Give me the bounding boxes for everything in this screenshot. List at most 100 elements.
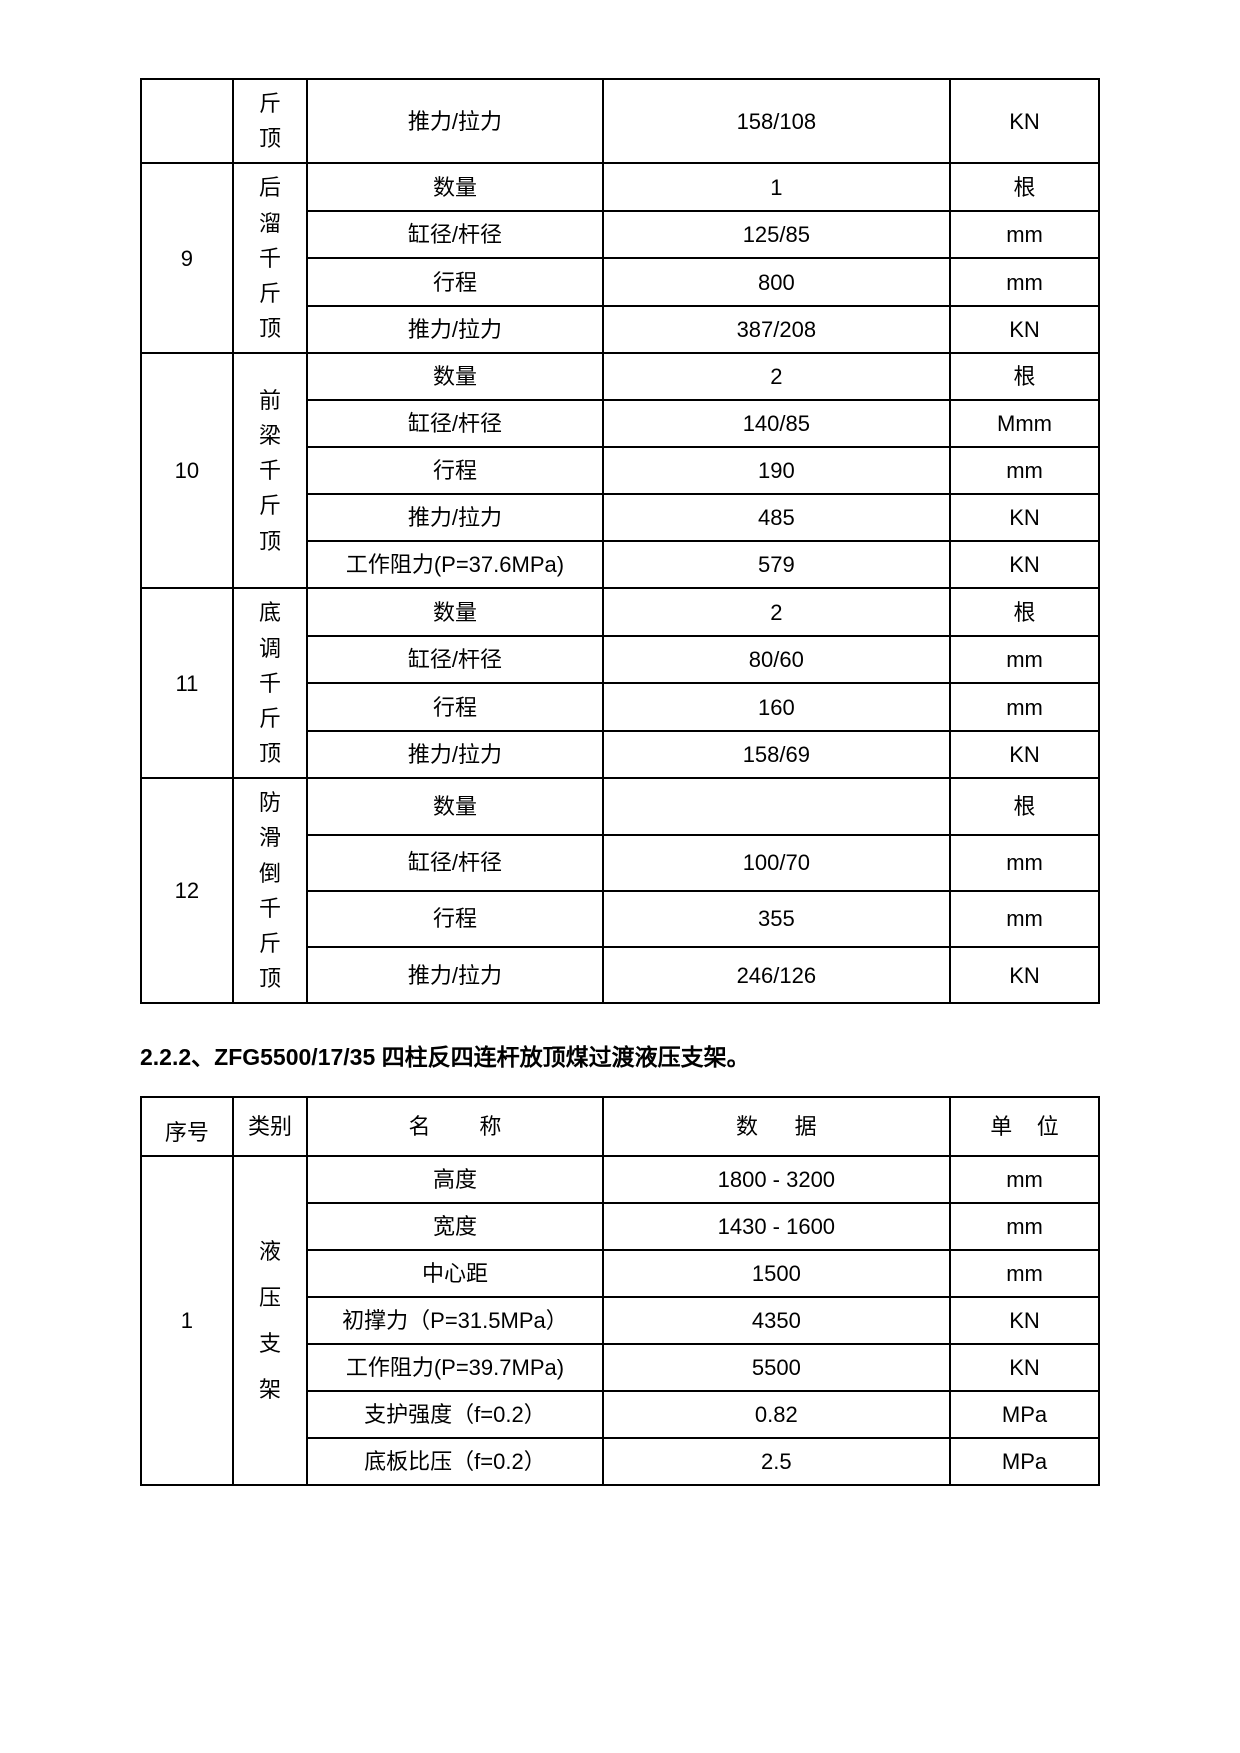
- name-cell: 初撑力（P=31.5MPa）: [307, 1297, 602, 1344]
- unit-cell: Mmm: [950, 400, 1099, 447]
- name-cell: 数量: [307, 778, 602, 834]
- val-cell: 579: [603, 541, 950, 588]
- header-idx: 序号: [141, 1097, 233, 1156]
- cat-cell: 后溜千斤顶: [233, 163, 307, 353]
- header-cat: 类别: [233, 1097, 307, 1156]
- unit-cell: KN: [950, 494, 1099, 541]
- unit-cell: KN: [950, 541, 1099, 588]
- parameters-table-1: 斤顶 推力/拉力 158/108 KN 9 后溜千斤顶 数量 1 根 缸径/杆径…: [140, 78, 1100, 1004]
- idx-cell: 11: [141, 588, 233, 778]
- idx-cell: 10: [141, 353, 233, 588]
- val-cell: 190: [603, 447, 950, 494]
- name-cell: 推力/拉力: [307, 947, 602, 1003]
- unit-cell: mm: [950, 891, 1099, 947]
- val-cell: 100/70: [603, 835, 950, 891]
- name-cell: 行程: [307, 891, 602, 947]
- cat-cell: 防滑倒千斤顶: [233, 778, 307, 1003]
- val-cell: 2: [603, 588, 950, 635]
- val-cell: 4350: [603, 1297, 950, 1344]
- unit-cell: MPa: [950, 1438, 1099, 1485]
- table-row: 12 防滑倒千斤顶 数量 根: [141, 778, 1099, 834]
- val-cell: 160: [603, 683, 950, 730]
- unit-cell: KN: [950, 79, 1099, 163]
- unit-cell: KN: [950, 1344, 1099, 1391]
- val-cell: 140/85: [603, 400, 950, 447]
- unit-cell: MPa: [950, 1391, 1099, 1438]
- unit-cell: 根: [950, 353, 1099, 400]
- name-cell: 数量: [307, 163, 602, 210]
- name-cell: 底板比压（f=0.2）: [307, 1438, 602, 1485]
- table-row: 9 后溜千斤顶 数量 1 根: [141, 163, 1099, 210]
- unit-cell: KN: [950, 1297, 1099, 1344]
- idx-cell: 1: [141, 1156, 233, 1485]
- unit-cell: 根: [950, 778, 1099, 834]
- name-cell: 中心距: [307, 1250, 602, 1297]
- unit-cell: KN: [950, 947, 1099, 1003]
- val-cell: 80/60: [603, 636, 950, 683]
- unit-cell: mm: [950, 447, 1099, 494]
- unit-cell: mm: [950, 1250, 1099, 1297]
- val-cell: 2: [603, 353, 950, 400]
- val-cell: [603, 778, 950, 834]
- table-row: 斤顶 推力/拉力 158/108 KN: [141, 79, 1099, 163]
- name-cell: 工作阻力(P=39.7MPa): [307, 1344, 602, 1391]
- val-cell: 1800 - 3200: [603, 1156, 950, 1203]
- document-page: 斤顶 推力/拉力 158/108 KN 9 后溜千斤顶 数量 1 根 缸径/杆径…: [0, 0, 1240, 1546]
- header-unit: 单 位: [950, 1097, 1099, 1156]
- cat-cell: 底调千斤顶: [233, 588, 307, 778]
- val-cell: 5500: [603, 1344, 950, 1391]
- name-cell: 缸径/杆径: [307, 211, 602, 258]
- name-cell: 缸径/杆径: [307, 835, 602, 891]
- val-cell: 1430 - 1600: [603, 1203, 950, 1250]
- unit-cell: mm: [950, 683, 1099, 730]
- name-cell: 行程: [307, 258, 602, 305]
- unit-cell: KN: [950, 731, 1099, 778]
- idx-cell: 12: [141, 778, 233, 1003]
- section-heading: 2.2.2、ZFG5500/17/35 四柱反四连杆放顶煤过渡液压支架。: [140, 1038, 1100, 1072]
- unit-cell: KN: [950, 306, 1099, 353]
- name-cell: 数量: [307, 588, 602, 635]
- name-cell: 缸径/杆径: [307, 636, 602, 683]
- val-cell: 125/85: [603, 211, 950, 258]
- val-cell: 158/69: [603, 731, 950, 778]
- unit-cell: 根: [950, 588, 1099, 635]
- val-cell: 355: [603, 891, 950, 947]
- parameters-table-2: 序号 类别 名 称 数 据 单 位 1 液压支架 高度 1800 - 3200 …: [140, 1096, 1100, 1486]
- name-cell: 宽度: [307, 1203, 602, 1250]
- unit-cell: mm: [950, 1156, 1099, 1203]
- header-val: 数 据: [603, 1097, 950, 1156]
- cat-cell: 斤顶: [233, 79, 307, 163]
- val-cell: 2.5: [603, 1438, 950, 1485]
- name-cell: 支护强度（f=0.2）: [307, 1391, 602, 1438]
- val-cell: 246/126: [603, 947, 950, 1003]
- val-cell: 485: [603, 494, 950, 541]
- val-cell: 800: [603, 258, 950, 305]
- name-cell: 缸径/杆径: [307, 400, 602, 447]
- table-header-row: 序号 类别 名 称 数 据 单 位: [141, 1097, 1099, 1156]
- unit-cell: mm: [950, 1203, 1099, 1250]
- name-cell: 推力/拉力: [307, 306, 602, 353]
- val-cell: 1: [603, 163, 950, 210]
- name-cell: 高度: [307, 1156, 602, 1203]
- name-cell: 数量: [307, 353, 602, 400]
- table-row: 1 液压支架 高度 1800 - 3200 mm: [141, 1156, 1099, 1203]
- name-cell: 行程: [307, 683, 602, 730]
- cat-cell: 前梁千斤顶: [233, 353, 307, 588]
- unit-cell: mm: [950, 636, 1099, 683]
- header-name: 名 称: [307, 1097, 602, 1156]
- val-cell: 0.82: [603, 1391, 950, 1438]
- name-cell: 推力/拉力: [307, 731, 602, 778]
- val-cell: 387/208: [603, 306, 950, 353]
- idx-cell: [141, 79, 233, 163]
- name-cell: 行程: [307, 447, 602, 494]
- unit-cell: 根: [950, 163, 1099, 210]
- unit-cell: mm: [950, 211, 1099, 258]
- val-cell: 1500: [603, 1250, 950, 1297]
- cat-cell: 液压支架: [233, 1156, 307, 1485]
- val-cell: 158/108: [603, 79, 950, 163]
- idx-cell: 9: [141, 163, 233, 353]
- name-cell: 推力/拉力: [307, 494, 602, 541]
- unit-cell: mm: [950, 258, 1099, 305]
- name-cell: 工作阻力(P=37.6MPa): [307, 541, 602, 588]
- unit-cell: mm: [950, 835, 1099, 891]
